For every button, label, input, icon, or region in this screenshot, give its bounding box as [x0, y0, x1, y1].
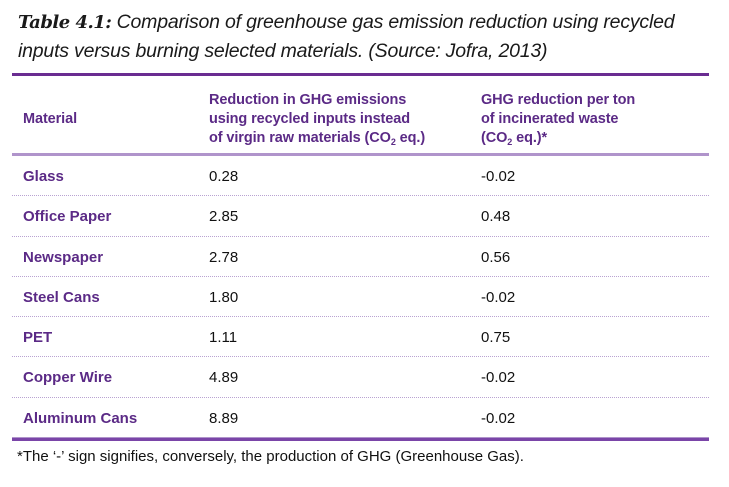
- cell-incinerated: -0.02: [481, 409, 516, 427]
- table-top-rule: [12, 73, 709, 76]
- cell-incinerated: 0.48: [481, 208, 511, 226]
- table-bottom-rule: [12, 437, 709, 442]
- header-material: Material: [23, 111, 77, 127]
- caption-label: Table 4.1:: [18, 12, 112, 33]
- header-recycled-line2: using recycled inputs instead: [209, 111, 410, 127]
- header-recycled-line1: Reduction in GHG emissions: [209, 92, 407, 108]
- cell-recycled: 8.89: [209, 409, 239, 427]
- cell-incinerated: -0.02: [481, 168, 516, 185]
- table-row: Office Paper 2.85 0.48: [12, 196, 709, 237]
- header-incinerated-subscript: 2: [507, 137, 513, 147]
- header-recycled-line3-pre: of virgin raw materials (CO: [209, 130, 391, 146]
- emissions-table: Material Reduction in GHG emissions usin…: [12, 73, 709, 442]
- cell-incinerated: 0.75: [481, 329, 511, 347]
- table-body: Glass 0.28 -0.02 Office Paper 2.85 0.48 …: [12, 156, 709, 437]
- table-row: PET 1.11 0.75: [12, 317, 709, 358]
- cell-material: Steel Cans: [23, 288, 100, 306]
- cell-incinerated: 0.56: [481, 248, 511, 266]
- table-row: Steel Cans 1.80 -0.02: [12, 277, 709, 318]
- cell-recycled: 1.80: [209, 288, 239, 306]
- cell-recycled: 0.28: [209, 168, 239, 185]
- header-recycled-reduction: Reduction in GHG emissions using recycle…: [209, 91, 425, 152]
- cell-material: Copper Wire: [23, 369, 113, 387]
- caption-text: Comparison of greenhouse gas emission re…: [18, 11, 675, 62]
- cell-material: Newspaper: [23, 248, 104, 266]
- cell-incinerated: -0.02: [481, 288, 516, 306]
- cell-material: PET: [23, 329, 53, 347]
- cell-recycled: 1.11: [209, 329, 238, 347]
- header-recycled-line3-post: eq.): [395, 130, 426, 146]
- header-incinerated-line2: of incinerated waste: [481, 111, 619, 127]
- header-incinerated-line3-pre: (CO: [481, 130, 508, 146]
- table-caption: Table 4.1: Comparison of greenhouse gas …: [18, 8, 718, 66]
- header-recycled-subscript: 2: [390, 137, 396, 147]
- header-incinerated-line1: GHG reduction per ton: [481, 92, 636, 108]
- header-incinerated-line3: (CO2 eq.)*: [481, 129, 635, 152]
- cell-recycled: 4.89: [209, 369, 239, 387]
- table-header: Material Reduction in GHG emissions usin…: [12, 76, 709, 153]
- table-row: Newspaper 2.78 0.56: [12, 237, 709, 277]
- footnote: *The ‘-’ sign signifies, conversely, the…: [17, 448, 524, 465]
- cell-material: Glass: [23, 168, 64, 185]
- cell-incinerated: -0.02: [481, 369, 516, 387]
- header-recycled-line3: of virgin raw materials (CO2 eq.): [209, 129, 425, 152]
- table-row: Copper Wire 4.89 -0.02: [12, 357, 709, 398]
- cell-material: Aluminum Cans: [23, 409, 138, 427]
- header-incinerated-line3-post: eq.)*: [512, 130, 548, 146]
- table-row: Aluminum Cans 8.89 -0.02: [12, 398, 709, 437]
- header-incinerated-reduction: GHG reduction per ton of incinerated was…: [481, 91, 635, 152]
- cell-recycled: 2.78: [209, 248, 239, 266]
- table-row: Glass 0.28 -0.02: [12, 156, 709, 197]
- header-divider: [12, 153, 709, 156]
- cell-recycled: 2.85: [209, 208, 239, 226]
- cell-material: Office Paper: [23, 208, 112, 226]
